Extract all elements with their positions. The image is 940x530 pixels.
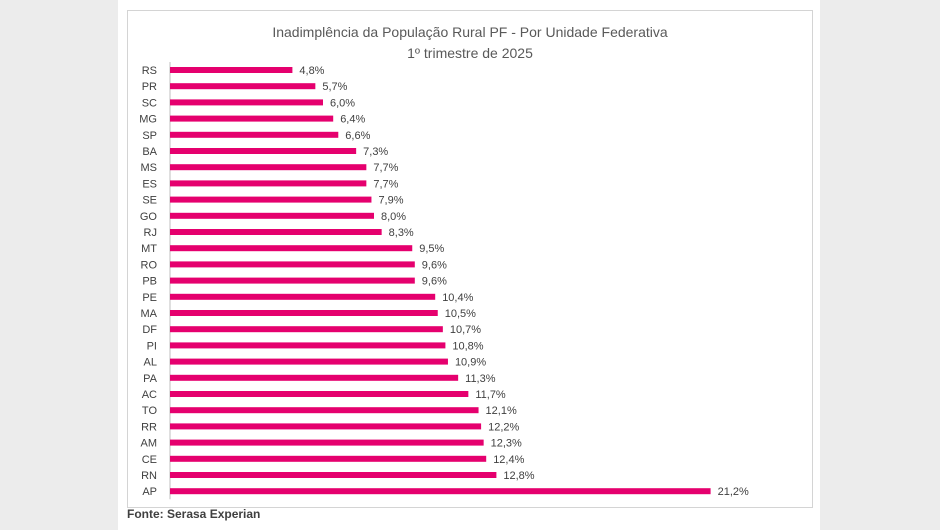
data-label-rr: 12,2%: [488, 421, 519, 433]
category-label-pi: PI: [147, 340, 157, 352]
category-label-al: AL: [144, 357, 157, 369]
data-label-mg: 6,4%: [340, 114, 365, 126]
category-label-sc: SC: [142, 97, 157, 109]
data-label-pb: 9,6%: [422, 276, 447, 288]
data-label-ba: 7,3%: [363, 146, 388, 158]
category-label-df: DF: [142, 324, 157, 336]
data-label-mt: 9,5%: [419, 243, 444, 255]
category-label-rs: RS: [142, 65, 157, 77]
bar-sp: [170, 131, 339, 138]
data-label-al: 10,9%: [455, 357, 486, 369]
data-label-ac: 11,7%: [475, 389, 506, 401]
bar-ac: [170, 391, 469, 397]
category-label-pb: PB: [142, 276, 157, 288]
category-label-to: TO: [142, 405, 158, 417]
chart-subtitle: 1º trimestre de 2025: [407, 45, 533, 61]
data-label-am: 12,3%: [491, 438, 522, 450]
bar-rn: [170, 472, 497, 478]
bar-pa: [170, 374, 459, 381]
bar-pb: [170, 277, 415, 284]
data-label-ce: 12,4%: [493, 454, 524, 466]
category-label-pe: PE: [142, 292, 157, 304]
bar-ma: [170, 310, 438, 316]
category-label-rr: RR: [141, 421, 157, 433]
data-label-sc: 6,0%: [330, 97, 355, 109]
category-label-ms: MS: [141, 162, 158, 174]
bar-ap: [170, 488, 711, 495]
category-label-go: GO: [140, 211, 158, 223]
bar-ro: [170, 261, 415, 268]
bar-to: [170, 407, 479, 414]
data-label-es: 7,7%: [373, 178, 398, 190]
data-label-ro: 9,6%: [422, 259, 447, 271]
bar-ms: [170, 164, 367, 171]
bar-pi: [170, 342, 446, 349]
bar-mt: [170, 245, 413, 252]
category-label-pr: PR: [142, 81, 157, 93]
category-label-pa: PA: [143, 373, 158, 385]
category-label-ap: AP: [142, 486, 157, 498]
category-label-ro: RO: [141, 259, 158, 271]
bar-es: [170, 180, 367, 187]
bar-ba: [170, 148, 357, 154]
data-label-pa: 11,3%: [465, 373, 496, 385]
data-label-ms: 7,7%: [373, 162, 398, 174]
bar-sc: [170, 99, 323, 106]
data-label-pe: 10,4%: [442, 292, 473, 304]
bar-ce: [170, 455, 487, 462]
data-label-ap: 21,2%: [718, 486, 749, 498]
data-label-pi: 10,8%: [452, 340, 483, 352]
data-label-rn: 12,8%: [503, 470, 534, 482]
data-label-se: 7,9%: [378, 195, 403, 207]
category-label-ac: AC: [142, 389, 157, 401]
bar-go: [170, 212, 374, 219]
chart-title: Inadimplência da População Rural PF - Po…: [272, 24, 668, 40]
bar-am: [170, 439, 484, 446]
data-label-rs: 4,8%: [299, 65, 324, 77]
category-label-sp: SP: [142, 130, 157, 142]
bar-rs: [170, 67, 293, 73]
category-label-ba: BA: [142, 146, 157, 158]
data-label-rj: 8,3%: [389, 227, 414, 239]
data-label-pr: 5,7%: [322, 81, 347, 93]
category-label-ce: CE: [142, 454, 157, 466]
bar-al: [170, 358, 448, 365]
bar-rj: [170, 229, 382, 235]
data-label-go: 8,0%: [381, 211, 406, 223]
data-label-sp: 6,6%: [345, 130, 370, 142]
category-label-es: ES: [142, 178, 157, 190]
category-label-rn: RN: [141, 470, 157, 482]
data-label-df: 10,7%: [450, 324, 481, 336]
category-label-am: AM: [141, 438, 158, 450]
bar-pr: [170, 83, 316, 90]
data-label-ma: 10,5%: [445, 308, 476, 320]
category-label-ma: MA: [141, 308, 158, 320]
category-label-mg: MG: [139, 114, 157, 126]
bar-se: [170, 196, 372, 203]
bar-mg: [170, 115, 334, 122]
category-label-rj: RJ: [144, 227, 157, 239]
bar-df: [170, 326, 443, 333]
bar-pe: [170, 293, 436, 300]
category-label-mt: MT: [141, 243, 157, 255]
source-note: Fonte: Serasa Experian: [127, 507, 261, 521]
category-label-se: SE: [142, 195, 157, 207]
bar-rr: [170, 423, 482, 430]
data-label-to: 12,1%: [486, 405, 517, 417]
